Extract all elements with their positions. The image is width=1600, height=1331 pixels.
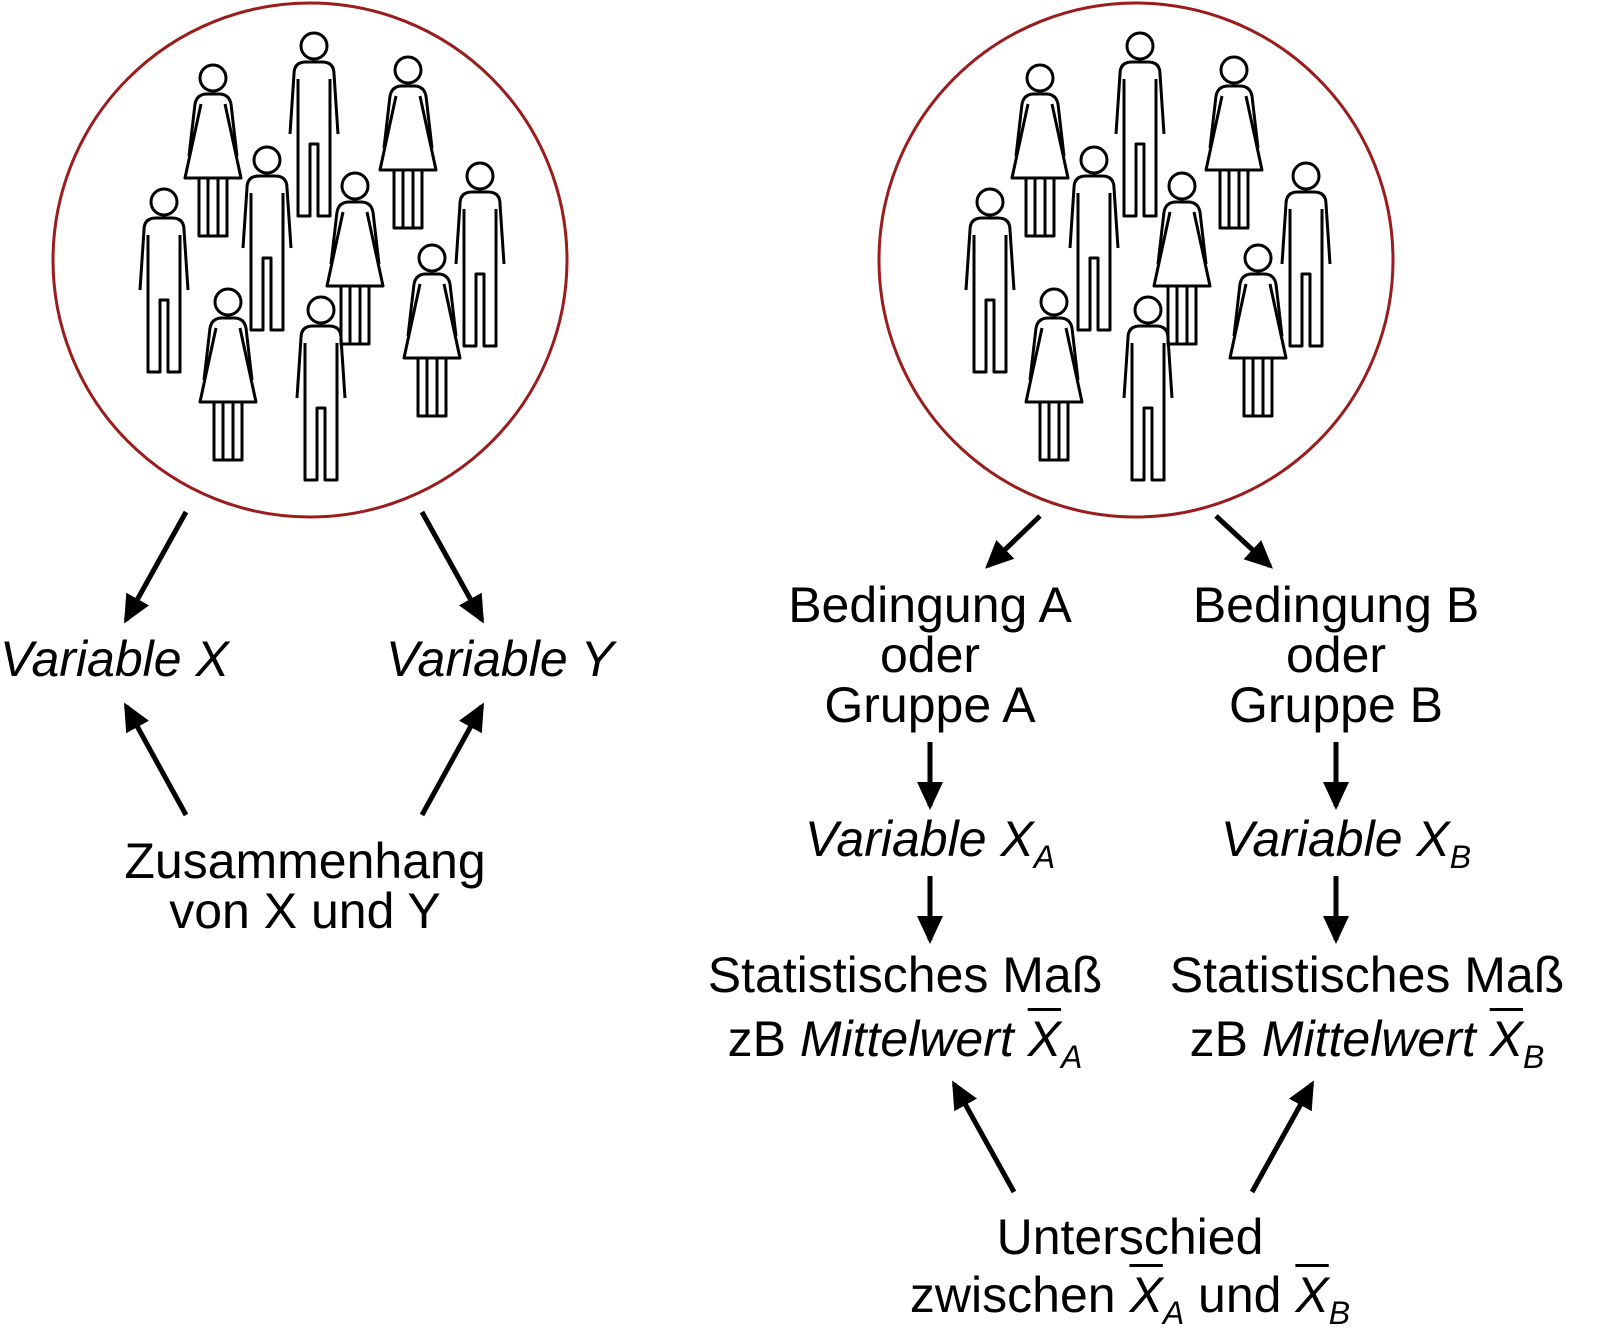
label-measure-b: Statistisches Maß zB Mittelwert XB — [1142, 947, 1592, 1075]
label-group-b: Bedingung B oder Gruppe B — [1166, 580, 1506, 730]
label-relation: Zusammenhang von X und Y — [90, 836, 520, 936]
group-a-line-3: Gruppe A — [824, 677, 1036, 733]
group-a-line-1: Bedingung A — [788, 577, 1072, 633]
group-b-line-1: Bedingung B — [1192, 577, 1480, 633]
subscript-b: B — [1449, 839, 1472, 875]
label-group-a: Bedingung A oder Gruppe A — [760, 580, 1100, 730]
measure-b-line-2: zB Mittelwert XB — [1189, 1011, 1545, 1075]
arrow-to-group-a — [985, 514, 1042, 569]
measure-a-line-2: zB Mittelwert XA — [727, 1011, 1083, 1075]
arrow-relation-to-x — [123, 702, 189, 817]
group-a-line-2: oder — [879, 627, 981, 683]
label-variable-xa: Variable XA — [804, 811, 1056, 875]
label-variable-y: Variable Y — [386, 631, 614, 687]
label-measure-a: Statistisches Maß zB Mittelwert XA — [680, 947, 1130, 1075]
label-difference: Unterschied zwischen XA und XB — [880, 1209, 1380, 1331]
label-variable-x: Variable X — [0, 631, 229, 687]
arrow-difference-to-a — [951, 1080, 1017, 1194]
arrow-to-variable-y — [419, 510, 485, 624]
group-b-line-3: Gruppe B — [1228, 677, 1443, 733]
relation-line-2: von X und Y — [169, 883, 441, 939]
difference-line-1: Unterschied — [996, 1209, 1264, 1265]
arrow-relation-to-y — [419, 702, 485, 817]
measure-a-line-1: Statistisches Maß — [707, 947, 1103, 1003]
population-right — [877, 1, 1395, 519]
relation-line-1: Zusammenhang — [124, 833, 486, 889]
group-b-line-2: oder — [1285, 627, 1387, 683]
difference-line-2: zwischen XA und XB — [909, 1267, 1351, 1331]
population-left — [51, 1, 569, 519]
measure-b-line-1: Statistisches Maß — [1169, 947, 1565, 1003]
label-variable-xb: Variable XB — [1220, 811, 1472, 875]
arrow-difference-to-b — [1249, 1080, 1315, 1194]
subscript-a: A — [1033, 839, 1056, 875]
arrow-to-variable-x — [123, 510, 189, 624]
arrow-to-group-b — [1214, 514, 1273, 569]
